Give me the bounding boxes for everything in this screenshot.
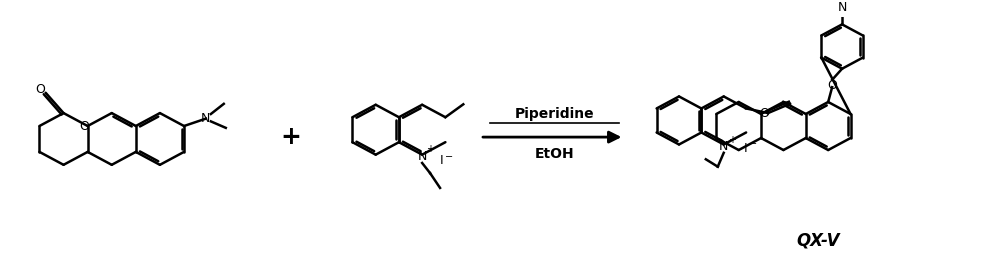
- Text: −: −: [749, 140, 757, 149]
- Text: I: I: [744, 142, 747, 155]
- Text: EtOH: EtOH: [535, 147, 575, 161]
- Text: O: O: [827, 79, 837, 92]
- Text: QX-V: QX-V: [796, 232, 840, 250]
- Text: +: +: [728, 135, 736, 145]
- Text: O: O: [80, 120, 90, 133]
- Text: +: +: [426, 144, 434, 154]
- Text: O: O: [35, 83, 45, 96]
- Text: N: N: [837, 1, 847, 14]
- Text: +: +: [281, 125, 302, 149]
- Text: N: N: [719, 140, 728, 153]
- Text: −: −: [445, 152, 453, 161]
- Text: N: N: [417, 150, 427, 163]
- Text: O: O: [759, 107, 769, 120]
- Text: N: N: [201, 112, 211, 125]
- Text: Piperidine: Piperidine: [515, 107, 595, 121]
- Text: I: I: [440, 154, 444, 167]
